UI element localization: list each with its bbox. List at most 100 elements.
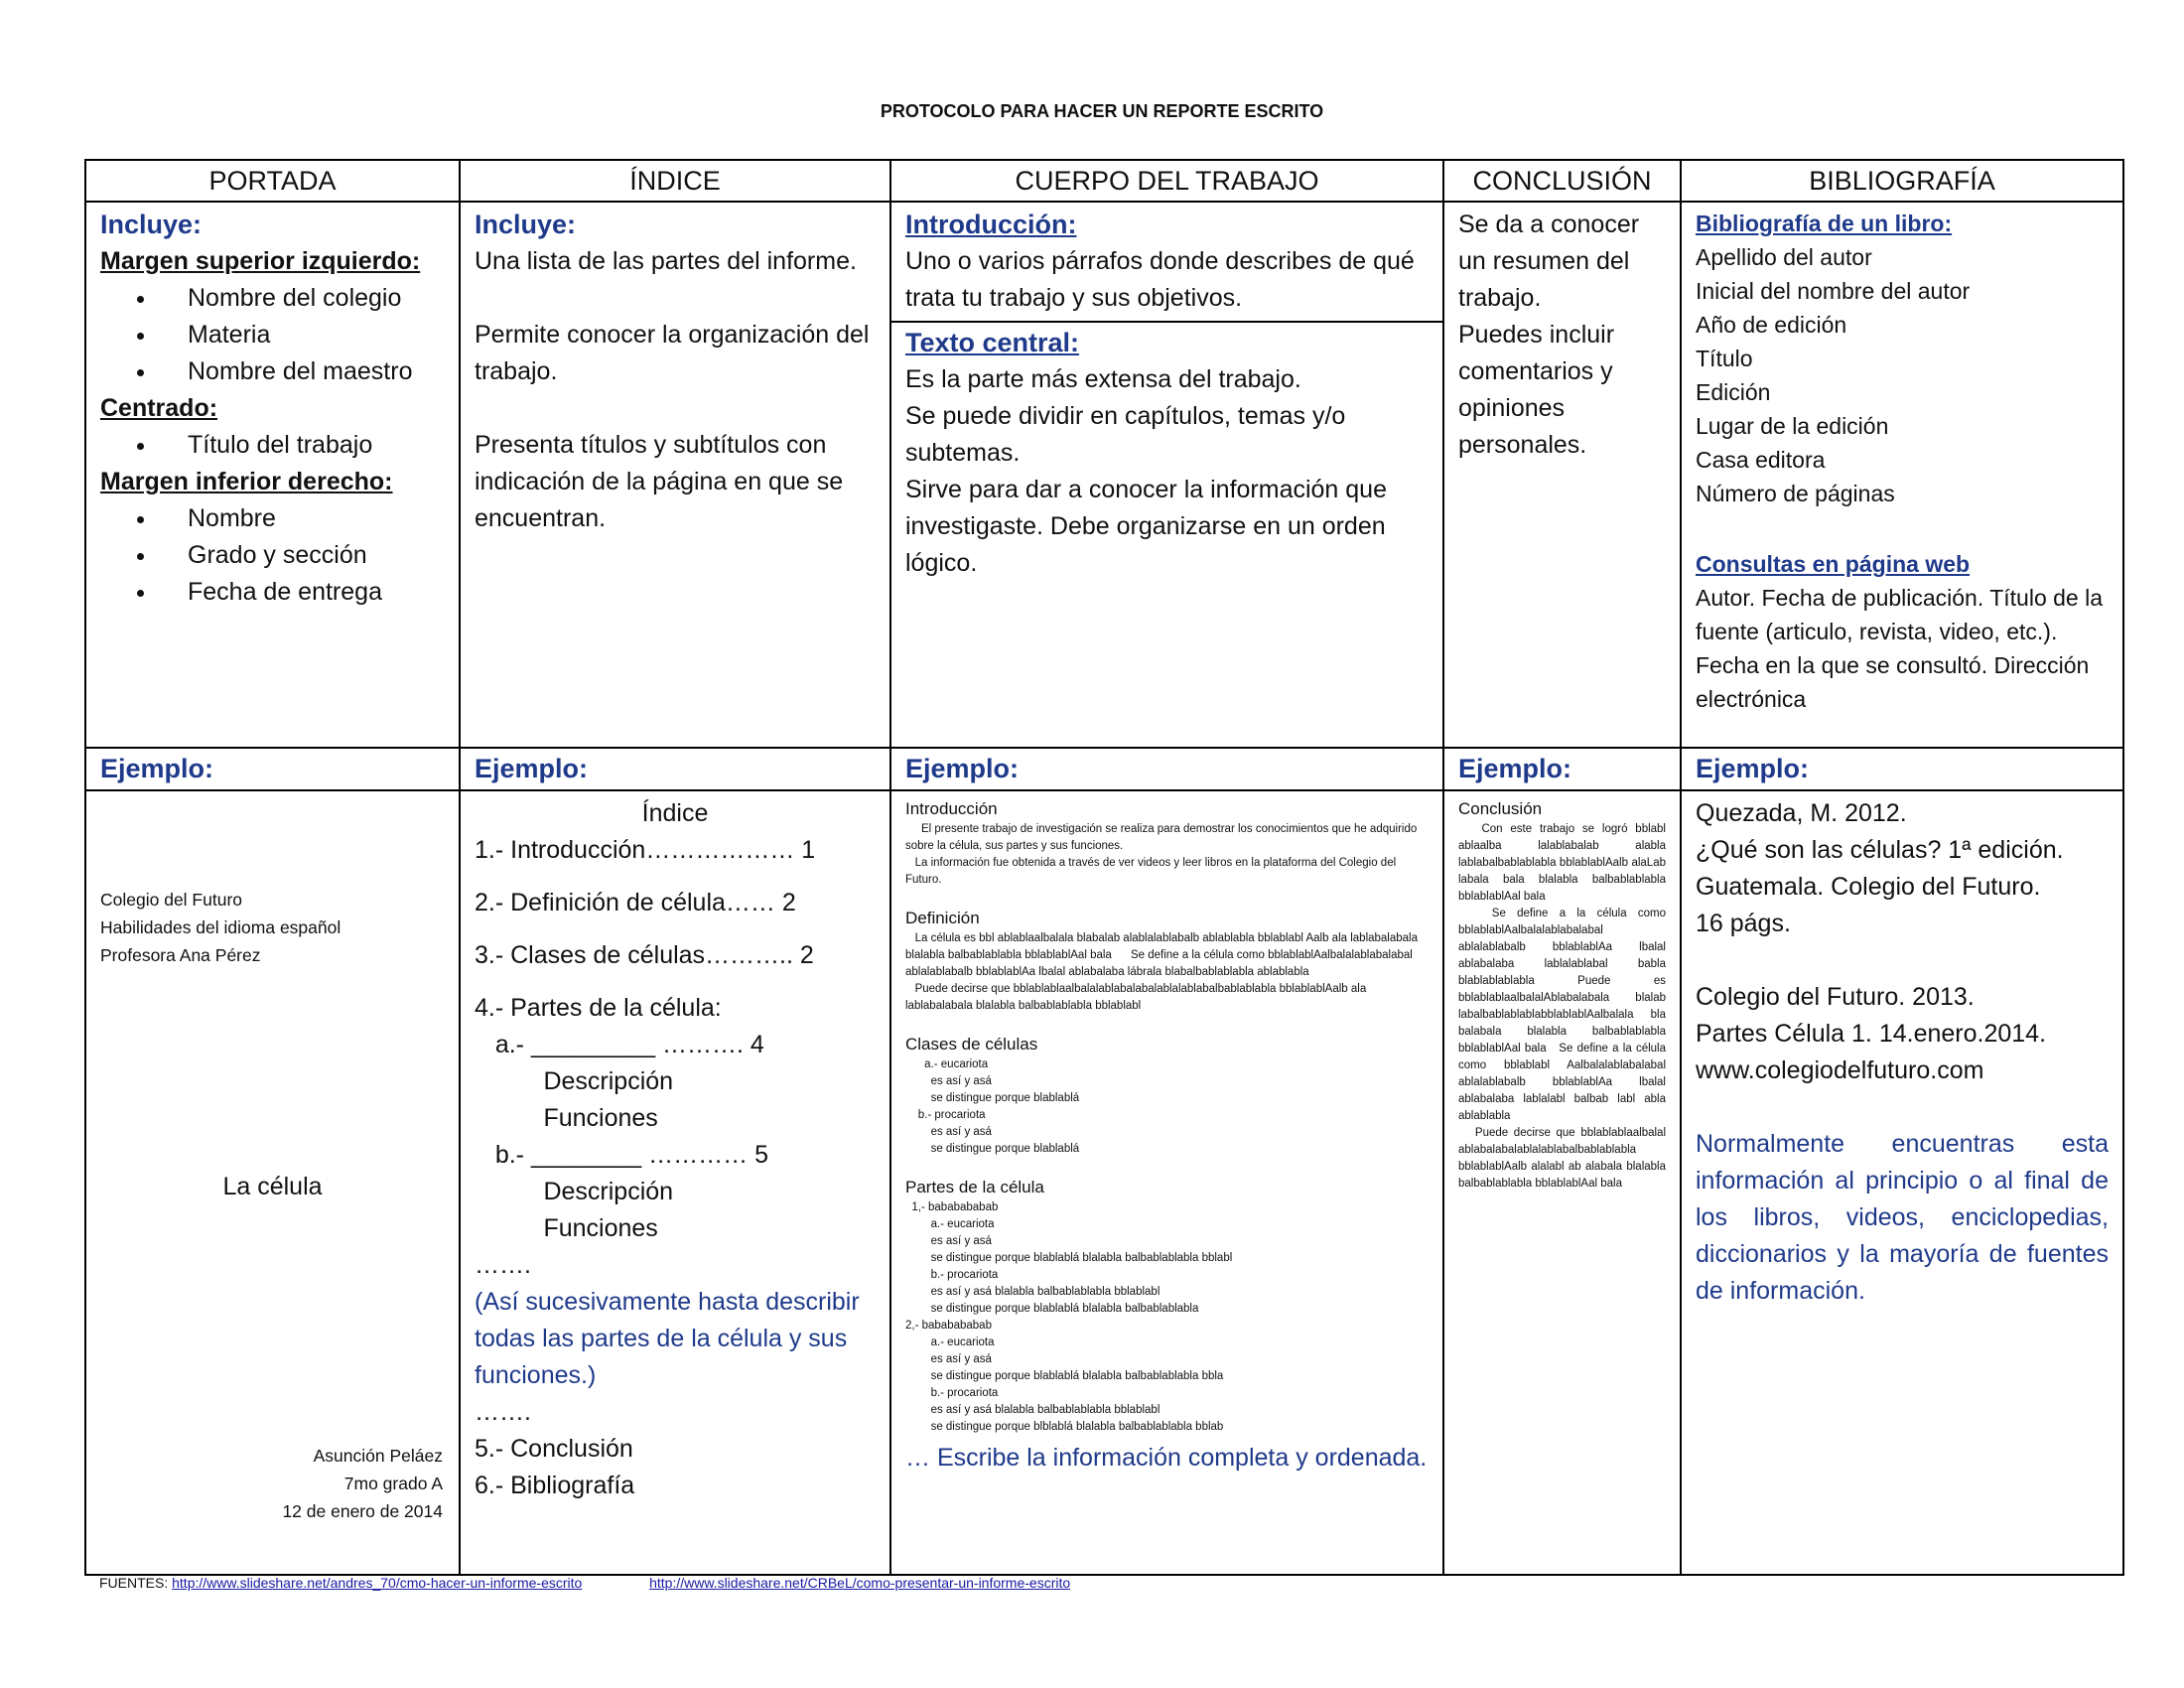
- section-heading: Clases de células: [905, 1035, 1038, 1054]
- header-bibliografia: BIBLIOGRAFÍA: [1680, 159, 2124, 203]
- bibliografia-libro-list: Apellido del autor Inicial del nombre del…: [1696, 240, 2109, 510]
- section-heading: Introducción: [905, 799, 998, 818]
- centrado-list: Título del trabajo: [100, 427, 445, 464]
- bibliografia-libro-label: Bibliografía de un libro:: [1696, 211, 1953, 236]
- margen-inferior-list: Nombre Grado y sección Fecha de entrega: [100, 500, 445, 611]
- consultas-web-text: Autor. Fecha de publicación. Título de l…: [1696, 585, 2104, 712]
- section-text: se distingue porque blablablá blalabla b…: [905, 1303, 1199, 1315]
- margen-superior-list: Nombre del colegio Materia Nombre del ma…: [100, 280, 445, 390]
- section-text: La célula es bbl ablablaalbalala blabala…: [905, 932, 1422, 978]
- bibliografia-item: Inicial del nombre del autor: [1696, 278, 1971, 304]
- introduccion-label: Introducción:: [905, 210, 1077, 239]
- cuerpo-description: Introducción: Uno o varios párrafos dond…: [889, 201, 1444, 749]
- indice-paragraph: Una lista de las partes del informe.: [475, 247, 857, 275]
- section-text: El presente trabajo de investigación se …: [905, 823, 1421, 852]
- section-text: se distingue porque blblablá blalabla ba…: [905, 1421, 1224, 1433]
- protocol-table: PORTADA ÍNDICE CUERPO DEL TRABAJO CONCLU…: [84, 159, 2124, 1576]
- indice-line: [475, 921, 876, 937]
- indice-line: b.- ________ ………… 5: [475, 1141, 768, 1169]
- reference-line: Colegio del Futuro. 2013.: [1696, 983, 1975, 1011]
- header-indice: ÍNDICE: [459, 159, 891, 203]
- indice-line: 3.- Clases de células……….. 2: [475, 941, 814, 969]
- indice-line: Descripción: [475, 1178, 674, 1205]
- texto-central-line: Es la parte más extensa del trabajo.: [905, 365, 1301, 393]
- indice-line: 4.- Partes de la célula:: [475, 994, 722, 1022]
- margen-superior-label: Margen superior izquierdo:: [100, 247, 421, 275]
- indice-incluye-label: Incluye:: [475, 210, 577, 239]
- margen-inferior-label: Margen inferior derecho:: [100, 468, 393, 495]
- indice-line: 5.- Conclusión: [475, 1435, 633, 1463]
- section-text: 1,- bababababab: [905, 1201, 999, 1213]
- conclusion-description: Se da a conocer un resumen del trabajo. …: [1442, 201, 1682, 749]
- indice-line: 1.- Introducción……………… 1: [475, 836, 816, 864]
- reference-line: 16 págs.: [1696, 910, 1791, 937]
- conclusion-example: Conclusión Con este trabajo se logró bbl…: [1442, 789, 1682, 1576]
- bibliografia-item: Año de edición: [1696, 312, 1847, 338]
- introduccion-text: Uno o varios párrafos donde describes de…: [905, 247, 1415, 312]
- author-line: 12 de enero de 2014: [282, 1501, 443, 1521]
- indice-paragraph: Permite conocer la organización del trab…: [475, 321, 870, 385]
- header-cuerpo: CUERPO DEL TRABAJO: [889, 159, 1444, 203]
- bibliografia-item: Edición: [1696, 379, 1771, 405]
- indice-line: [475, 974, 876, 990]
- indice-description: Incluye: Una lista de las partes del inf…: [459, 201, 891, 749]
- section-text: b.- procariota: [905, 1387, 999, 1399]
- author-line: Asunción Peláez: [313, 1446, 443, 1466]
- section-text: se distingue porque blablablá: [905, 1092, 1080, 1104]
- conclusion-heading: Conclusión: [1458, 799, 1543, 818]
- conclusion-paragraph: Se define a la célula como bblablablAalb…: [1458, 908, 1670, 1122]
- indice-line: Funciones: [475, 1104, 658, 1132]
- bibliografia-item: Lugar de la edición: [1696, 413, 1889, 439]
- ejemplo-label: Ejemplo:: [889, 747, 1444, 791]
- section-text: es así y asá: [905, 1126, 992, 1138]
- header-conclusion: CONCLUSIÓN: [1442, 159, 1682, 203]
- list-item: Nombre del maestro: [158, 353, 445, 390]
- bibliografia-item: Casa editora: [1696, 447, 1826, 473]
- indice-line: …….: [475, 1251, 531, 1279]
- document-title: PROTOCOLO PARA HACER UN REPORTE ESCRITO: [880, 101, 1324, 121]
- section-text: es así y asá blalabla balbablablabla bbl…: [905, 1404, 1160, 1416]
- section-text: b.- procariota: [905, 1269, 999, 1281]
- section-text: a.- eucariota: [905, 1058, 989, 1070]
- reference-line: Quezada, M. 2012.: [1696, 799, 1907, 827]
- list-item: Nombre del colegio: [158, 280, 445, 317]
- bibliografia-item: Número de páginas: [1696, 481, 1895, 506]
- consultas-web-label: Consultas en página web: [1696, 551, 1971, 577]
- reference-line: Guatemala. Colegio del Futuro.: [1696, 873, 2041, 901]
- bibliografia-item: Título: [1696, 346, 1753, 371]
- section-text: es así y asá: [905, 1353, 992, 1365]
- portada-description: Incluye: Margen superior izquierdo: Nomb…: [84, 201, 461, 749]
- section-text: 2,- bababababab: [905, 1320, 992, 1332]
- ejemplo-label: Ejemplo:: [1442, 747, 1682, 791]
- conclusion-paragraph: Puede decirse que bblablablaalbalal abla…: [1458, 1127, 1670, 1190]
- cuerpo-note: … Escribe la información completa y orde…: [905, 1444, 1428, 1472]
- school-line: Colegio del Futuro: [100, 890, 242, 910]
- sources-label: FUENTES:: [99, 1575, 169, 1591]
- section-text: es así y asá blalabla balbablablabla bbl…: [905, 1286, 1160, 1298]
- bibliografia-note: Normalmente encuentras esta información …: [1696, 1130, 2109, 1305]
- list-item: Materia: [158, 317, 445, 353]
- section-heading: Partes de la célula: [905, 1178, 1044, 1196]
- section-text: se distingue porque blablablá blalabla b…: [905, 1370, 1224, 1382]
- texto-central-label: Texto central:: [905, 328, 1080, 357]
- section-text: es así y asá: [905, 1235, 992, 1247]
- source-link-2[interactable]: http://www.slideshare.net/CRBeL/como-pre…: [649, 1575, 1071, 1591]
- header-row: PORTADA ÍNDICE CUERPO DEL TRABAJO CONCLU…: [84, 159, 2124, 203]
- section-text: a.- eucariota: [905, 1218, 995, 1230]
- list-item: Fecha de entrega: [158, 574, 445, 611]
- cover-title: La célula: [222, 1173, 323, 1200]
- source-link-1[interactable]: http://www.slideshare.net/andres_70/cmo-…: [172, 1575, 583, 1591]
- indice-line: [475, 869, 876, 885]
- section-text: Puede decirse que bblablablaalbalalablab…: [905, 983, 1370, 1012]
- conclusion-line: Se da a conocer un resumen del trabajo.: [1458, 211, 1640, 312]
- reference-line: Partes Célula 1. 14.enero.2014.: [1696, 1020, 2047, 1048]
- centrado-label: Centrado:: [100, 394, 218, 422]
- school-line: Habilidades del idioma español: [100, 917, 341, 937]
- indice-line: Descripción: [475, 1067, 674, 1095]
- indice-line: a.- _________ ………. 4: [475, 1031, 764, 1058]
- indice-line: 6.- Bibliografía: [475, 1472, 635, 1499]
- section-text: La información fue obtenida a través de …: [905, 857, 1400, 886]
- portada-example: Colegio del Futuro Habilidades del idiom…: [84, 789, 461, 1576]
- indice-paragraph: Presenta títulos y subtítulos con indica…: [475, 431, 844, 532]
- ejemplo-label: Ejemplo:: [84, 747, 461, 791]
